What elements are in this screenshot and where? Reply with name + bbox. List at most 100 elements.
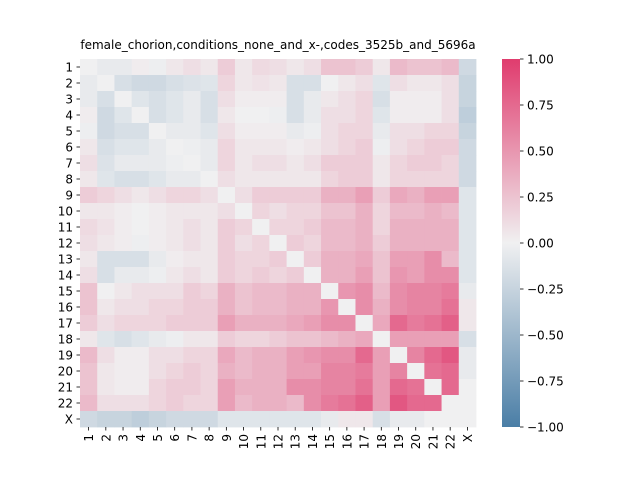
heatmap-cell-15-10 [234,283,253,300]
heatmap-cell-10-14 [303,203,322,220]
heatmap-cell-13-16 [338,251,356,268]
heatmap-cell-7-19 [389,155,408,172]
heatmap-cell-11-9 [217,219,236,236]
heatmap-cell-19-8 [200,347,219,364]
heatmap-cell-18-19 [389,331,408,348]
heatmap-cell-17-18 [372,315,391,332]
heatmap-cell-14-22 [441,267,460,284]
x-tick-label-13: 13 [289,434,303,449]
heatmap-cell-12-7 [183,235,201,252]
y-tick-label-10: 10 [58,205,73,219]
heatmap-cell-7-3 [114,155,133,172]
heatmap-cell-X-8 [200,411,219,428]
heatmap-cell-8-1 [80,171,98,188]
y-tick-label-11: 11 [58,221,73,235]
heatmap-cell-11-11 [252,219,270,236]
heatmap-cell-5-1 [80,123,98,140]
heatmap-cell-3-5 [148,91,167,108]
heatmap-cell-21-2 [97,379,115,396]
heatmap-cell-8-X [458,171,477,188]
heatmap-cell-8-22 [441,171,460,188]
heatmap-cell-10-2 [97,203,115,220]
heatmap-cell-8-21 [424,171,442,188]
heatmap-cell-21-17 [355,379,374,396]
heatmap-cell-22-17 [355,395,374,412]
heatmap-cell-11-6 [166,219,184,236]
heatmap-cell-22-X [458,395,477,412]
heatmap-cell-13-19 [389,251,408,268]
heatmap-cell-16-17 [355,299,374,316]
heatmap-cell-14-16 [338,267,356,284]
heatmap-cell-X-1 [80,411,98,428]
heatmap-cell-10-15 [321,203,339,220]
heatmap-cell-X-4 [131,411,150,428]
heatmap-cell-4-16 [338,107,356,124]
heatmap-cell-21-14 [303,379,322,396]
heatmap-cell-10-4 [131,203,150,220]
heatmap-cell-14-20 [407,267,425,284]
heatmap-cell-4-11 [252,107,270,124]
heatmap-cell-7-7 [183,155,201,172]
heatmap-cell-3-3 [114,91,133,108]
colorbar-tick-label: −0.50 [527,329,564,343]
heatmap-cell-21-12 [269,379,288,396]
heatmap-cell-2-12 [269,75,288,92]
heatmap-cell-17-9 [217,315,236,332]
heatmap-cell-6-16 [338,139,356,156]
heatmap-cell-3-10 [234,91,253,108]
y-tick-label-13: 13 [58,253,73,267]
heatmap-cell-15-22 [441,283,460,300]
heatmap-cell-20-2 [97,363,115,380]
heatmap-cell-11-7 [183,219,201,236]
heatmap-cell-7-21 [424,155,442,172]
heatmap-cell-18-13 [286,331,305,348]
heatmap-cell-2-4 [131,75,150,92]
heatmap-cell-7-12 [269,155,288,172]
heatmap-cell-18-4 [131,331,150,348]
chart-title: female_chorion,conditions_none_and_x-,co… [80,38,475,52]
heatmap-cell-14-17 [355,267,374,284]
heatmap-cell-12-6 [166,235,184,252]
heatmap-cell-2-3 [114,75,133,92]
heatmap-cell-5-6 [166,123,184,140]
x-tick-label-16: 16 [340,434,354,449]
heatmap-cell-22-9 [217,395,236,412]
heatmap-cell-6-22 [441,139,460,156]
heatmap-cell-8-4 [131,171,150,188]
heatmap-cell-12-19 [389,235,408,252]
heatmap-cell-19-16 [338,347,356,364]
heatmap-cell-15-20 [407,283,425,300]
colorbar-ticks: 1.00 0.75 0.50 0.25 0.00 −0.25 −0.50 −0.75 −1.00 [520,53,564,435]
heatmap-cell-9-21 [424,187,442,204]
heatmap-cell-19-19 [389,347,408,364]
heatmap-cell-8-10 [234,171,253,188]
heatmap-cell-22-5 [148,395,167,412]
heatmap-cell-9-13 [286,187,305,204]
heatmap-cell-7-18 [372,155,391,172]
heatmap-cell-16-7 [183,299,201,316]
heatmap-cell-5-21 [424,123,442,140]
heatmap-cell-14-19 [389,267,408,284]
y-tick-label-5: 5 [65,125,73,139]
heatmap-cell-13-21 [424,251,442,268]
heatmap-cell-21-22 [441,379,460,396]
heatmap-cell-5-2 [97,123,115,140]
heatmap-cell-12-17 [355,235,374,252]
heatmap-cell-X-15 [321,411,339,428]
heatmap-cell-11-12 [269,219,288,236]
heatmap-cell-10-7 [183,203,201,220]
heatmap-cell-15-5 [148,283,167,300]
heatmap-cell-14-8 [200,267,219,284]
heatmap-cell-X-20 [407,411,425,428]
heatmap-cell-4-4 [131,107,150,124]
heatmap-cell-10-10 [234,203,253,220]
heatmap-cell-4-12 [269,107,288,124]
x-tick-label-18: 18 [375,434,389,449]
heatmap-cell-17-17 [355,315,374,332]
x-tick-label-15: 15 [323,434,337,449]
heatmap-cell-22-10 [234,395,253,412]
heatmap-cell-14-X [458,267,477,284]
heatmap-cell-7-17 [355,155,374,172]
heatmap-cell-5-X [458,123,477,140]
y-tick-label-3: 3 [65,93,73,107]
